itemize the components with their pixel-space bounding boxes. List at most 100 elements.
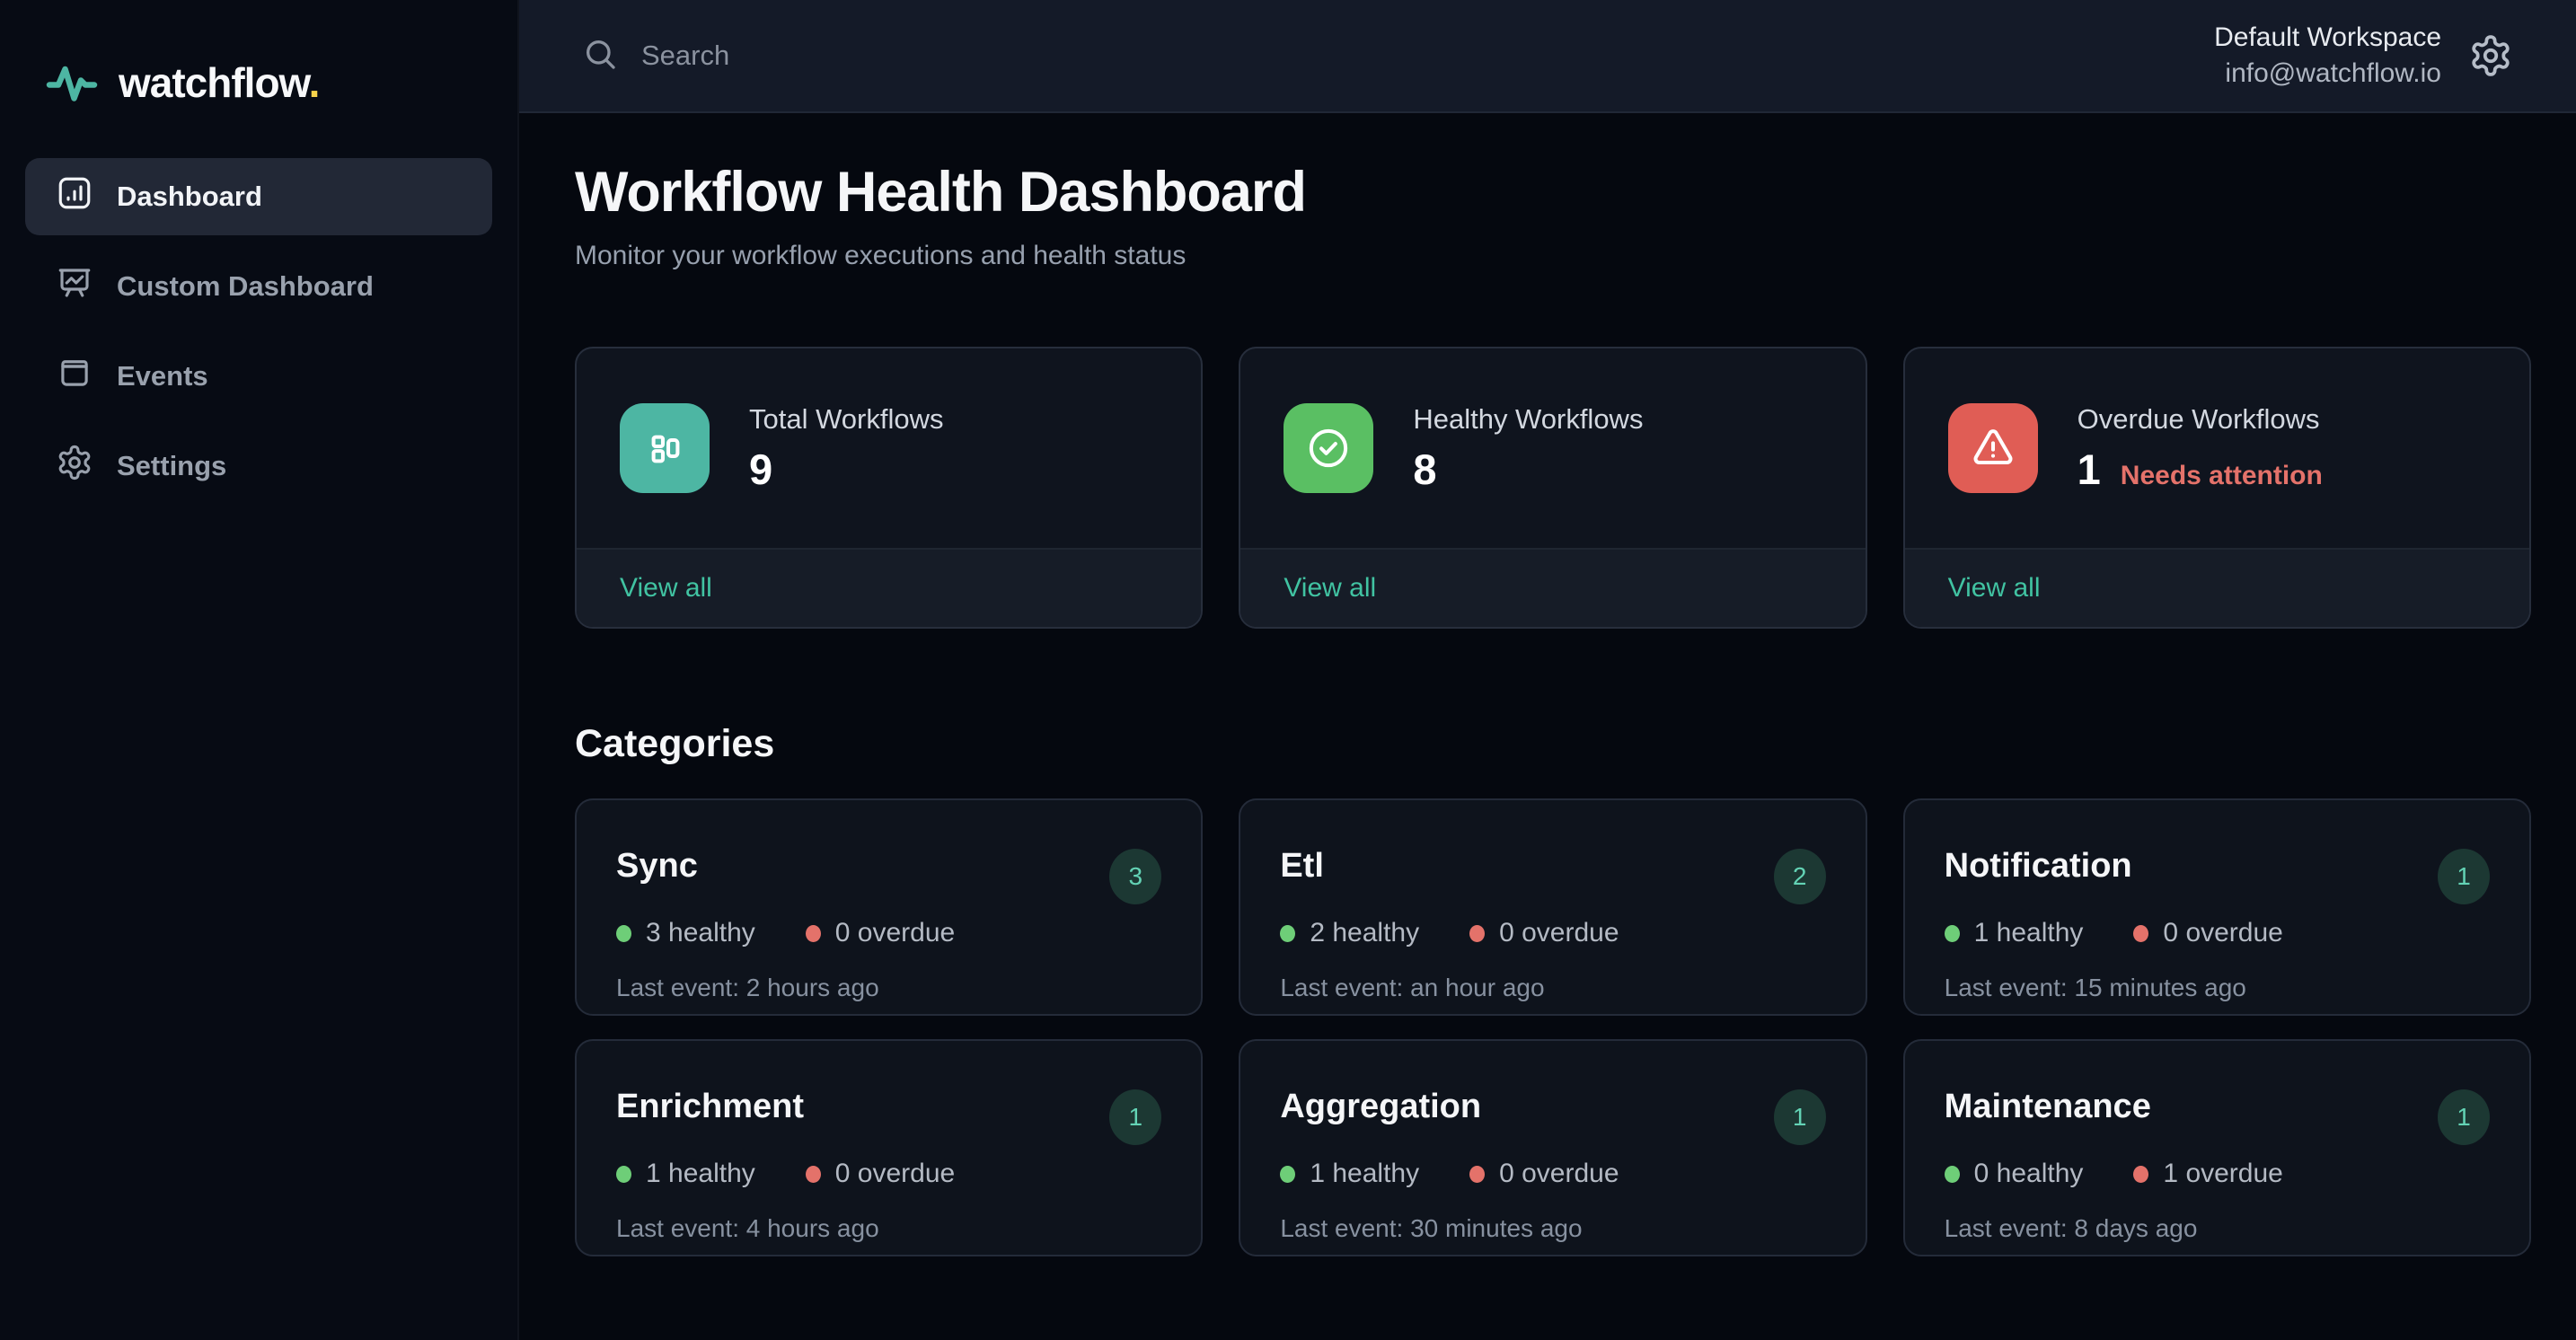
overdue-status: 0 overdue bbox=[805, 1159, 955, 1189]
overdue-label: 0 overdue bbox=[1499, 1159, 1619, 1188]
overdue-status: 0 overdue bbox=[2133, 918, 2283, 948]
healthy-dot bbox=[1280, 1165, 1296, 1183]
healthy-label: 1 healthy bbox=[1973, 918, 2084, 948]
workspace-info: Default Workspace info@watchflow.io bbox=[2214, 20, 2441, 93]
bar-chart-icon bbox=[56, 174, 93, 219]
page-subtitle: Monitor your workflow executions and hea… bbox=[575, 241, 1187, 270]
category-title: Aggregation bbox=[1280, 1088, 1482, 1125]
category-status: 1 healthy 0 overdue bbox=[1280, 1159, 1825, 1189]
categories-grid: 3 Sync 3 healthy 0 overdue Last event: 2… bbox=[575, 798, 2531, 1256]
needs-attention-label: Needs attention bbox=[2120, 460, 2323, 490]
last-event-label: Last event: an hour ago bbox=[1280, 974, 1545, 1001]
stat-card-footer: View all bbox=[577, 548, 1202, 627]
healthy-label: 2 healthy bbox=[1310, 918, 1420, 948]
sidebar: watchflow. Dashboard Custom Dashboar bbox=[0, 0, 519, 1340]
stat-title: Healthy Workflows bbox=[1413, 402, 1644, 435]
overdue-status: 0 overdue bbox=[805, 918, 955, 948]
last-event-label: Last event: 15 minutes ago bbox=[1944, 974, 2246, 1001]
healthy-dot bbox=[616, 924, 631, 942]
last-event-label: Last event: 4 hours ago bbox=[616, 1214, 879, 1242]
sidebar-nav: Dashboard Custom Dashboard Events bbox=[0, 126, 517, 505]
overdue-dot bbox=[2133, 924, 2149, 942]
sidebar-item-custom-dashboard[interactable]: Custom Dashboard bbox=[25, 248, 492, 325]
brand-name-text: watchflow bbox=[119, 59, 310, 106]
stat-text: Overdue Workflows 1 Needs attention bbox=[2078, 403, 2323, 494]
healthy-status: 1 healthy bbox=[1944, 918, 2084, 948]
presentation-chart-icon bbox=[56, 264, 93, 309]
sidebar-item-label: Dashboard bbox=[117, 181, 262, 212]
stat-title: Overdue Workflows bbox=[2077, 402, 2320, 435]
archive-box-icon bbox=[56, 354, 93, 399]
count-badge: 1 bbox=[1773, 1089, 1826, 1145]
workspace-email: info@watchflow.io bbox=[2225, 58, 2441, 88]
count-badge: 1 bbox=[2437, 1089, 2490, 1145]
stat-card-body: Healthy Workflows 8 bbox=[1240, 348, 1865, 548]
category-card-aggregation[interactable]: 1 Aggregation 1 healthy 0 overdue Last e… bbox=[1239, 1039, 1867, 1256]
brand-dot: . bbox=[308, 59, 321, 106]
category-card-notification[interactable]: 1 Notification 1 healthy 0 overdue Last … bbox=[1902, 798, 2531, 1016]
count-badge: 3 bbox=[1109, 849, 1162, 904]
count-badge: 1 bbox=[2437, 849, 2490, 904]
stat-card-healthy-workflows: Healthy Workflows 8 View all bbox=[1239, 347, 1867, 629]
stat-text: Healthy Workflows 8 bbox=[1413, 403, 1643, 494]
overdue-dot bbox=[1469, 1165, 1486, 1183]
sidebar-item-events[interactable]: Events bbox=[25, 338, 492, 415]
page-title: Workflow Health Dashboard bbox=[575, 161, 1307, 224]
settings-gear-icon[interactable] bbox=[2468, 33, 2513, 78]
overdue-status: 1 overdue bbox=[2133, 1159, 2283, 1189]
overdue-dot bbox=[1469, 924, 1486, 942]
sidebar-item-label: Custom Dashboard bbox=[117, 270, 374, 302]
topbar: Default Workspace info@watchflow.io bbox=[519, 0, 2576, 113]
category-title: Etl bbox=[1280, 847, 1324, 885]
overdue-label: 1 overdue bbox=[2163, 1159, 2283, 1188]
stat-card-footer: View all bbox=[1904, 548, 2529, 627]
category-title: Sync bbox=[616, 847, 698, 885]
brand-name: watchflow. bbox=[119, 58, 321, 107]
stat-value: 8 bbox=[1413, 445, 1437, 493]
stat-card-total-workflows: Total Workflows 9 View all bbox=[575, 347, 1204, 629]
sidebar-item-dashboard[interactable]: Dashboard bbox=[25, 158, 492, 235]
category-card-etl[interactable]: 2 Etl 2 healthy 0 overdue Last event: an… bbox=[1239, 798, 1867, 1016]
alert-triangle-icon bbox=[1947, 403, 2038, 493]
category-title: Enrichment bbox=[616, 1088, 805, 1125]
stat-card-body: Overdue Workflows 1 Needs attention bbox=[1905, 348, 2529, 548]
category-status: 1 healthy 0 overdue bbox=[1944, 918, 2490, 948]
category-status: 1 healthy 0 overdue bbox=[616, 1159, 1161, 1189]
healthy-label: 1 healthy bbox=[1310, 1159, 1420, 1188]
category-card-sync[interactable]: 3 Sync 3 healthy 0 overdue Last event: 2… bbox=[575, 798, 1204, 1016]
healthy-status: 3 healthy bbox=[616, 918, 755, 948]
overdue-dot bbox=[2133, 1165, 2149, 1183]
search-icon bbox=[582, 36, 618, 76]
search-bar bbox=[582, 36, 2214, 76]
stats-row: Total Workflows 9 View all bbox=[575, 347, 2531, 629]
category-status: 3 healthy 0 overdue bbox=[616, 918, 1161, 948]
blocks-icon bbox=[620, 403, 710, 493]
view-all-link[interactable]: View all bbox=[1947, 573, 2041, 603]
healthy-dot bbox=[1944, 1165, 1960, 1183]
last-event-label: Last event: 8 days ago bbox=[1944, 1214, 2198, 1242]
last-event-label: Last event: 2 hours ago bbox=[616, 974, 879, 1001]
view-all-link[interactable]: View all bbox=[1284, 573, 1377, 603]
category-status: 2 healthy 0 overdue bbox=[1280, 918, 1825, 948]
healthy-status: 0 healthy bbox=[1944, 1159, 2084, 1189]
brand-logo: watchflow. bbox=[0, 0, 517, 126]
view-all-link[interactable]: View all bbox=[620, 573, 712, 603]
healthy-status: 1 healthy bbox=[616, 1159, 755, 1189]
stat-value: 1 bbox=[2077, 445, 2101, 493]
healthy-label: 0 healthy bbox=[1973, 1159, 2084, 1188]
category-card-maintenance[interactable]: 1 Maintenance 0 healthy 1 overdue Last e… bbox=[1902, 1039, 2531, 1256]
sidebar-item-settings[interactable]: Settings bbox=[25, 428, 492, 505]
overdue-dot bbox=[805, 1165, 821, 1183]
healthy-dot bbox=[1280, 924, 1296, 942]
search-input[interactable] bbox=[641, 40, 1360, 72]
sidebar-item-label: Settings bbox=[117, 450, 227, 481]
category-card-enrichment[interactable]: 1 Enrichment 1 healthy 0 overdue Last ev… bbox=[575, 1039, 1204, 1256]
categories-heading: Categories bbox=[575, 722, 775, 765]
overdue-label: 0 overdue bbox=[1499, 918, 1619, 948]
count-badge: 2 bbox=[1773, 849, 1826, 904]
category-title: Notification bbox=[1944, 847, 2132, 885]
gear-icon bbox=[56, 444, 93, 489]
stat-title: Total Workflows bbox=[749, 402, 944, 435]
overdue-status: 0 overdue bbox=[1469, 918, 1619, 948]
overdue-label: 0 overdue bbox=[2163, 918, 2283, 948]
